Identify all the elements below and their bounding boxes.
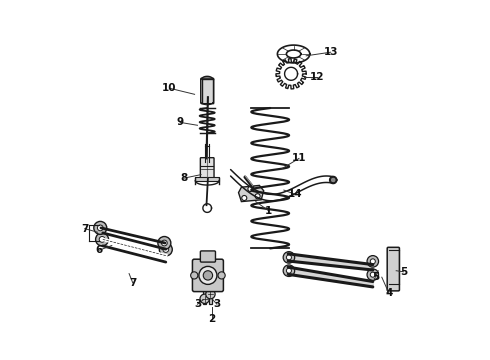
Text: 6: 6	[96, 245, 103, 255]
Circle shape	[191, 272, 198, 279]
Text: 7: 7	[81, 224, 89, 234]
Text: 7: 7	[129, 278, 136, 288]
Circle shape	[283, 252, 294, 263]
Circle shape	[206, 289, 215, 299]
FancyBboxPatch shape	[193, 259, 223, 292]
Text: 9: 9	[176, 117, 184, 127]
Circle shape	[283, 265, 294, 276]
Text: 5: 5	[372, 272, 379, 282]
FancyBboxPatch shape	[387, 247, 399, 291]
Polygon shape	[239, 185, 264, 202]
FancyBboxPatch shape	[201, 78, 214, 104]
Circle shape	[370, 259, 375, 264]
Circle shape	[218, 272, 225, 279]
Circle shape	[286, 255, 292, 260]
Circle shape	[330, 177, 336, 183]
Circle shape	[96, 233, 109, 246]
Circle shape	[159, 243, 172, 256]
Circle shape	[162, 240, 167, 246]
Circle shape	[242, 195, 247, 201]
Circle shape	[200, 294, 209, 303]
Text: 3: 3	[213, 299, 220, 309]
Circle shape	[248, 186, 253, 192]
Bar	[209, 275, 212, 304]
Circle shape	[203, 271, 213, 280]
Circle shape	[255, 194, 260, 199]
Circle shape	[367, 256, 379, 267]
Bar	[203, 275, 206, 304]
Text: 10: 10	[162, 83, 177, 93]
FancyBboxPatch shape	[200, 251, 216, 262]
Text: 2: 2	[208, 314, 216, 324]
Text: 8: 8	[180, 173, 188, 183]
Circle shape	[199, 266, 217, 284]
Circle shape	[286, 268, 292, 273]
Text: 4: 4	[385, 288, 392, 298]
FancyBboxPatch shape	[200, 158, 214, 179]
Text: 1: 1	[265, 206, 272, 216]
Circle shape	[98, 225, 103, 231]
Text: 5: 5	[400, 267, 407, 277]
Text: 13: 13	[323, 47, 338, 57]
Circle shape	[163, 247, 169, 252]
Circle shape	[99, 237, 105, 242]
Circle shape	[367, 269, 379, 280]
Circle shape	[94, 221, 107, 234]
Text: 14: 14	[288, 189, 303, 199]
Circle shape	[370, 272, 375, 277]
Circle shape	[158, 237, 171, 249]
Text: 3: 3	[194, 299, 201, 309]
Text: 12: 12	[310, 72, 324, 82]
Text: 11: 11	[292, 153, 306, 163]
